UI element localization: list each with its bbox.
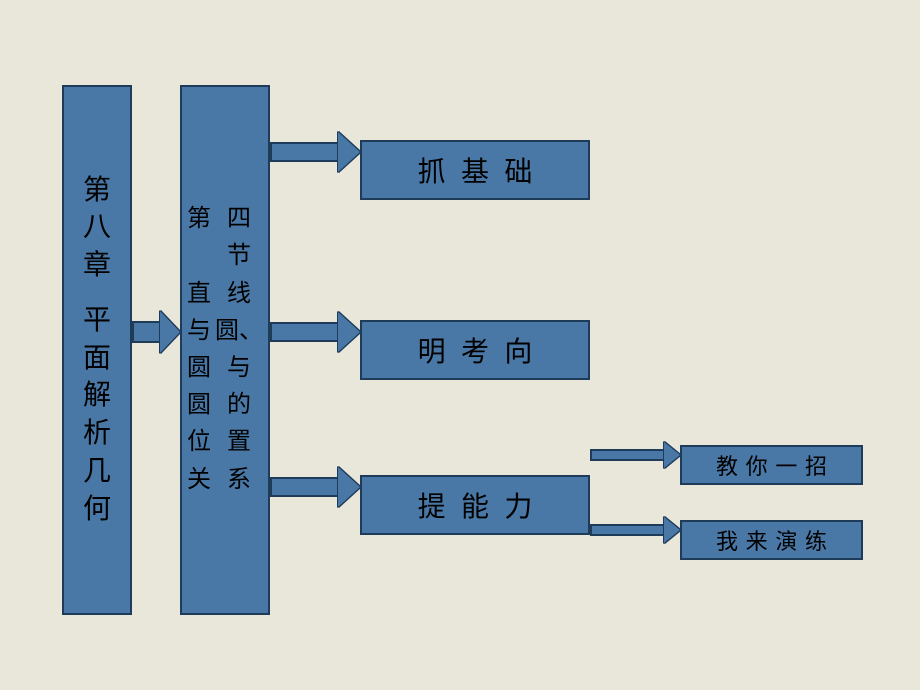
arrow-section-to-basics (270, 132, 360, 172)
topic-box-basics: 抓基础 (360, 140, 590, 200)
topic-label: 明考向 (418, 330, 548, 370)
subtopic-label: 教你一招 (716, 449, 835, 481)
arrow-section-to-exam (270, 312, 360, 352)
section-box: 第 直与圆圆位关 四节线圆、与的置系 (180, 85, 270, 615)
subtopic-box-tip: 教你一招 (680, 445, 863, 485)
chapter-box: 第八章平面解析几何 (62, 85, 132, 615)
arrow-chapter-to-section (132, 311, 180, 353)
topic-label: 提能力 (418, 485, 548, 525)
section-col-right: 四节线圆、与的置系 (215, 201, 263, 499)
arrow-ability-to-tip (590, 442, 680, 468)
subtopic-box-practice: 我来演练 (680, 520, 863, 560)
topic-box-ability: 提能力 (360, 475, 590, 535)
subtopic-label: 我来演练 (716, 524, 835, 556)
arrow-ability-to-practice (590, 517, 680, 543)
section-col-left: 第 直与圆圆位关 (187, 201, 211, 499)
topic-label: 抓基础 (418, 150, 548, 190)
topic-box-exam: 明考向 (360, 320, 590, 380)
arrow-section-to-ability (270, 467, 360, 507)
